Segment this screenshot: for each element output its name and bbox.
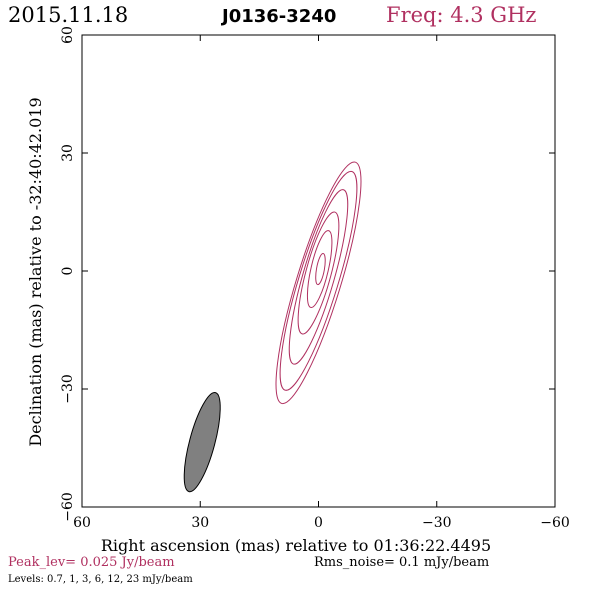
contour-level-0_7: [275, 161, 362, 405]
contour-level-12: [306, 230, 333, 308]
x-tick-label: 0: [314, 515, 323, 531]
contour-level-1: [279, 170, 358, 391]
contour-level-3: [288, 189, 349, 365]
y-tick-label: 60: [60, 26, 76, 44]
peak-level: Peak_lev= 0.025 Jy/beam: [8, 555, 175, 570]
frequency-label: Freq: 4.3 GHz: [386, 3, 536, 27]
contour-level-23: [315, 252, 326, 286]
contour-group: [275, 161, 362, 405]
beam-ellipse: [183, 391, 221, 493]
y-tick-label: −30: [60, 374, 76, 404]
plot-frame: [81, 34, 556, 508]
contour-levels: Levels: 0.7, 1, 3, 6, 12, 23 mJy/beam: [8, 574, 193, 585]
y-tick-label: 30: [60, 144, 76, 162]
contour-level-6: [297, 211, 340, 335]
source-name: J0136-3240: [220, 6, 336, 27]
rms-noise: Rms_noise= 0.1 mJy/beam: [314, 555, 489, 570]
beam-group: [183, 391, 221, 493]
y-axis-label: Declination (mas) relative to -32:40:42.…: [26, 97, 45, 446]
x-axis-label: Right ascension (mas) relative to 01:36:…: [101, 536, 491, 555]
observation-date: 2015.11.18: [8, 3, 128, 27]
x-tick-label: 30: [191, 515, 209, 531]
x-tick-label: 60: [73, 515, 91, 531]
axis-ticks: 60 30 0 −30 −60 −60 −30 0 30 60: [60, 26, 570, 531]
y-tick-label: 0: [60, 267, 76, 276]
x-tick-label: −60: [540, 515, 570, 531]
y-tick-label: −60: [60, 492, 76, 522]
x-tick-label: −30: [422, 515, 452, 531]
